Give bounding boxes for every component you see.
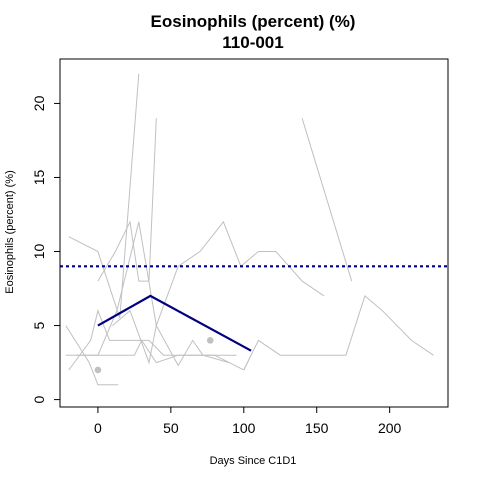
background-series-line-2 xyxy=(65,325,119,386)
y-tick-label-20: 20 xyxy=(31,95,47,111)
x-tick-label-50: 50 xyxy=(163,420,179,436)
y-tick-label-10: 10 xyxy=(31,244,47,260)
chart-subtitle: 110-001 xyxy=(222,33,283,52)
background-series-line-3 xyxy=(65,220,325,356)
y-tick-label-0: 0 xyxy=(31,395,47,403)
background-series-line-4 xyxy=(68,309,252,371)
background-series-line-7 xyxy=(112,309,230,367)
x-tick-label-100: 100 xyxy=(232,420,256,436)
y-tick-label-15: 15 xyxy=(31,169,47,185)
highlight-point-2 xyxy=(206,337,214,344)
background-series-line-9 xyxy=(301,118,353,282)
background-series-line-5 xyxy=(97,118,157,282)
x-tick-label-200: 200 xyxy=(378,420,402,436)
y-axis-label: Eosinophils (percent) (%) xyxy=(4,170,16,294)
background-series-line-1 xyxy=(68,73,140,319)
background-series-line-8 xyxy=(243,295,434,371)
y-tick-label-5: 5 xyxy=(31,321,47,329)
plot-area: 0 50 100 150 200 0 5 10 15 20 xyxy=(31,58,449,436)
chart-title: Eosinophils (percent) (%) xyxy=(151,12,356,31)
highlight-point-1 xyxy=(94,366,102,374)
x-tick-label-0: 0 xyxy=(94,420,102,436)
x-tick-label-150: 150 xyxy=(305,420,329,436)
background-series-line-6 xyxy=(76,339,237,364)
highlight-series-line xyxy=(97,294,252,352)
x-axis-label: Days Since C1D1 xyxy=(210,455,297,467)
